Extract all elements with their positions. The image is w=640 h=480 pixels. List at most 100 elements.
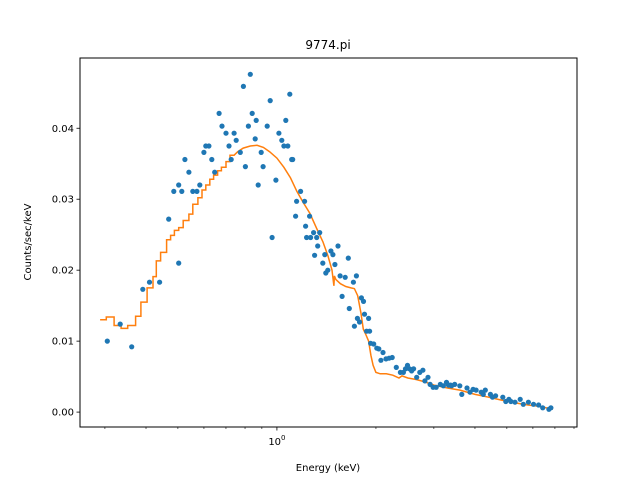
y-axis: 0.00 0.01 0.02 0.03 0.04 (52, 124, 80, 419)
data-point (212, 169, 218, 175)
data-point (253, 117, 259, 123)
data-point (197, 182, 203, 188)
data-point (279, 137, 285, 143)
data-point (457, 383, 463, 389)
y-tick-label: 0.04 (52, 124, 74, 135)
data-point (425, 374, 431, 380)
data-point (258, 149, 264, 155)
data-point (201, 149, 207, 155)
data-point (209, 156, 215, 163)
data-point (482, 387, 488, 393)
data-point (356, 319, 363, 325)
data-point (281, 143, 287, 149)
data-point (393, 364, 399, 370)
data-point (249, 110, 255, 116)
data-point (252, 136, 258, 142)
data-point (536, 402, 542, 408)
data-point (283, 117, 289, 123)
data-point (190, 188, 196, 194)
data-point (293, 213, 299, 219)
data-point (255, 182, 261, 188)
data-point (176, 260, 182, 266)
data-point (267, 98, 273, 104)
data-point (411, 366, 417, 372)
y-tick-label: 0.01 (52, 337, 74, 348)
data-point (351, 323, 357, 329)
data-point (473, 387, 479, 393)
data-point (378, 357, 384, 363)
data-point (269, 234, 275, 241)
data-point (322, 252, 328, 258)
data-point (371, 341, 377, 347)
data-point (290, 156, 296, 163)
data-point (361, 311, 368, 317)
data-series (104, 71, 554, 412)
data-point (245, 123, 251, 129)
data-point (480, 391, 486, 397)
data-point (287, 91, 293, 97)
data-point (166, 216, 172, 222)
data-point (303, 223, 309, 229)
data-point (294, 198, 300, 204)
data-point (140, 286, 146, 292)
data-point (342, 274, 348, 280)
data-point (247, 71, 253, 77)
data-point (179, 188, 185, 194)
data-point (311, 230, 317, 236)
data-point (350, 279, 356, 285)
data-point (312, 252, 318, 258)
data-point (298, 188, 304, 194)
data-point (276, 130, 282, 136)
data-point (339, 293, 345, 299)
data-point (433, 384, 439, 390)
data-point (308, 234, 314, 241)
data-point (231, 130, 237, 136)
data-point (117, 321, 123, 327)
axes-frame (79, 57, 578, 428)
data-point (104, 338, 110, 344)
data-point (346, 305, 352, 312)
data-point (325, 267, 331, 273)
data-point (307, 213, 313, 219)
data-point (146, 279, 153, 285)
data-point (452, 381, 458, 387)
x-tick-label: 100 (268, 434, 285, 448)
data-point (353, 273, 359, 279)
data-point (337, 273, 343, 279)
data-point (366, 315, 372, 321)
data-point (345, 255, 351, 261)
data-point (459, 391, 465, 397)
y-axis-label: Counts/sec/keV (23, 203, 34, 280)
data-point (389, 354, 395, 361)
data-point (264, 123, 270, 129)
data-point (176, 182, 182, 188)
data-point (420, 367, 426, 373)
x-axis: 100 (104, 427, 575, 448)
chart-title: 9774.pi (305, 38, 350, 52)
data-point (219, 123, 225, 129)
data-point (240, 83, 246, 89)
data-point (330, 252, 336, 258)
data-point (317, 230, 323, 236)
data-point (508, 398, 514, 405)
data-point (530, 401, 537, 407)
data-point (157, 279, 163, 285)
y-tick-label: 0.00 (52, 408, 74, 419)
data-point (206, 143, 212, 149)
data-point (367, 328, 373, 334)
data-point (314, 234, 320, 241)
data-point (512, 399, 518, 405)
data-point (260, 164, 266, 170)
data-point (525, 399, 532, 405)
data-point (273, 177, 279, 183)
data-point (216, 110, 222, 116)
data-point (194, 188, 200, 194)
data-point (223, 130, 229, 136)
x-axis-label: Energy (keV) (296, 463, 361, 474)
data-point (376, 346, 382, 352)
data-point (320, 260, 326, 266)
data-point (233, 137, 239, 143)
data-point (464, 385, 470, 391)
